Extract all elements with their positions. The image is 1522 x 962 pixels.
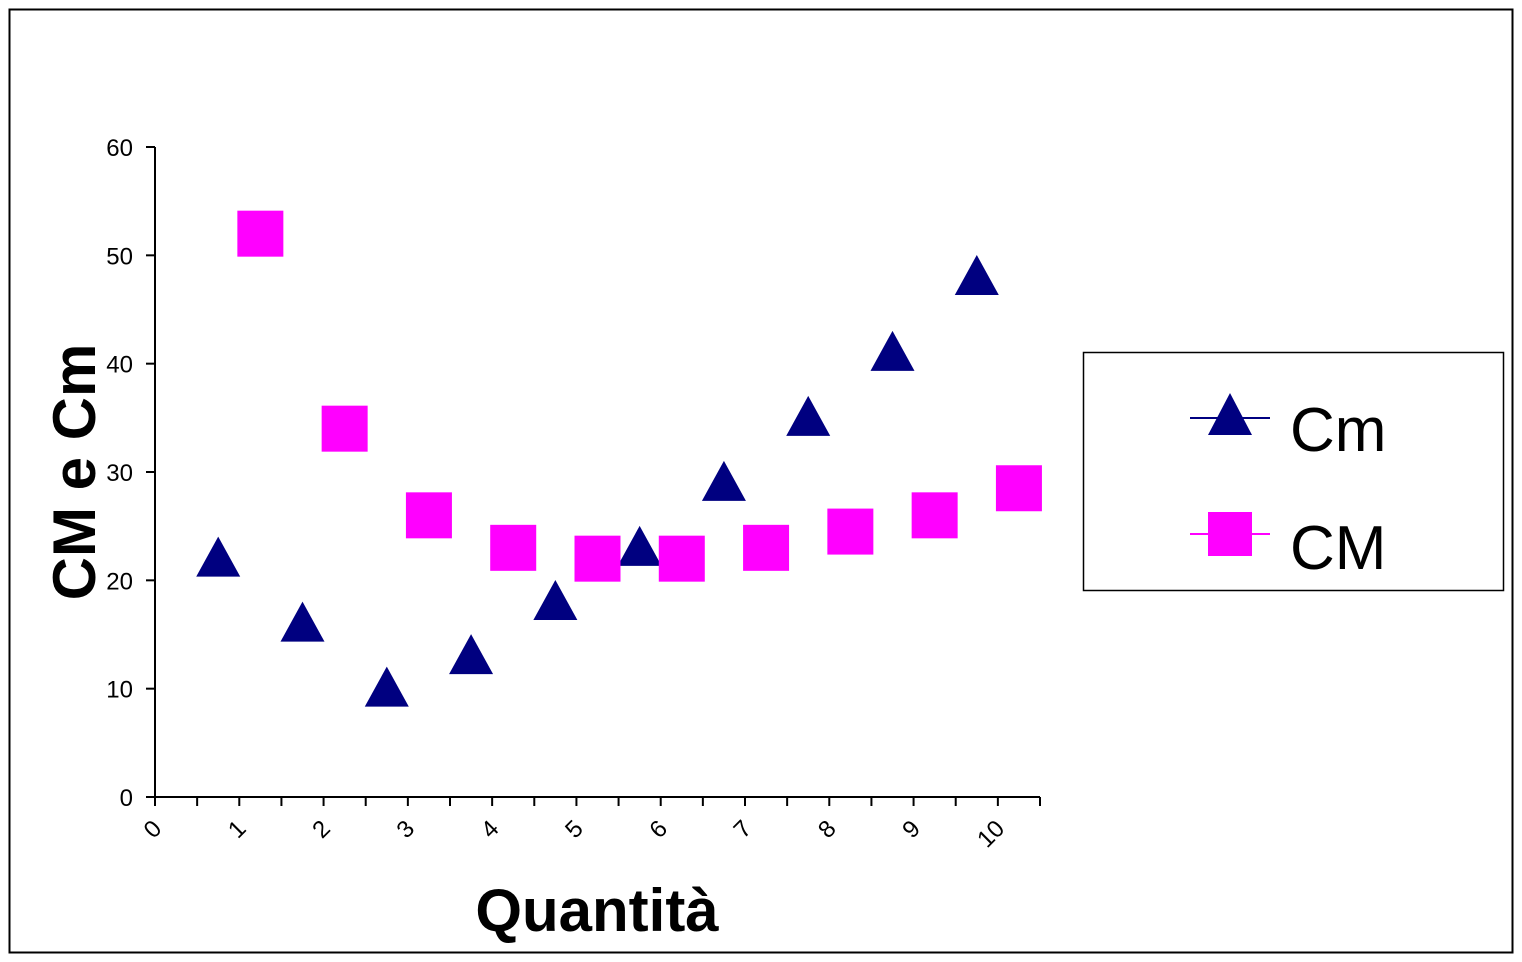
cm-triangle-point <box>954 255 999 295</box>
y-axis-title: CM e Cm <box>41 344 108 601</box>
cm-triangle-point <box>196 536 241 577</box>
legend-entry-cm: Cm <box>1190 393 1386 465</box>
legend-triangle-icon <box>1208 393 1252 435</box>
cm-square-point <box>574 535 621 582</box>
legend-square-icon <box>1208 512 1252 556</box>
cm-square-point <box>405 492 452 539</box>
legend-box <box>1082 351 1505 592</box>
cm-square-point <box>911 492 958 539</box>
cm-square-point <box>743 524 790 571</box>
legend-label-cm-upper: CM <box>1290 514 1386 583</box>
y-tick-label: 60 <box>106 135 133 162</box>
cm-triangle-point <box>364 666 409 707</box>
cm-square-point <box>827 508 874 555</box>
cm-square-point <box>995 465 1042 512</box>
cm-square-point <box>658 535 705 582</box>
cm-square-point <box>237 210 284 257</box>
cm-triangle-point <box>449 634 494 675</box>
cm-triangle-point <box>786 395 831 436</box>
y-tick-label: 40 <box>106 352 133 379</box>
data-marks <box>196 210 1042 707</box>
cm-triangle-point <box>701 460 746 501</box>
y-tick-label: 0 <box>120 785 133 812</box>
y-tick-label: 30 <box>106 460 133 487</box>
y-tick-label: 10 <box>106 677 133 704</box>
legend: Cm CM <box>1082 351 1505 592</box>
y-tick-label: 20 <box>106 568 133 595</box>
x-axis-title: Quantità <box>475 877 719 944</box>
cm-triangle-point <box>617 525 662 566</box>
cm-square-point <box>321 405 368 452</box>
cm-square-point <box>490 524 537 571</box>
cm-triangle-point <box>870 330 915 371</box>
y-tick-label: 50 <box>106 243 133 270</box>
legend-label-cm: Cm <box>1290 396 1386 465</box>
cm-triangle-point <box>533 580 578 620</box>
cm-triangle-point <box>280 601 325 642</box>
legend-entry-cm-upper: CM <box>1190 512 1386 583</box>
y-ticks: 0 10 20 30 40 50 60 <box>106 135 155 812</box>
